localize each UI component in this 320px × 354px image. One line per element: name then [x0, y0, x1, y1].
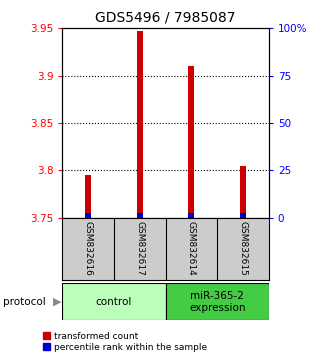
- Bar: [85, 213, 91, 218]
- Text: miR-365-2
expression: miR-365-2 expression: [189, 291, 245, 313]
- Bar: [188, 66, 195, 218]
- Bar: [240, 166, 246, 218]
- Text: GSM832615: GSM832615: [238, 221, 247, 276]
- Bar: [137, 213, 143, 218]
- Legend: transformed count, percentile rank within the sample: transformed count, percentile rank withi…: [43, 332, 207, 352]
- Bar: [188, 213, 195, 218]
- Text: control: control: [96, 297, 132, 307]
- Bar: [62, 283, 166, 320]
- Text: GSM832617: GSM832617: [135, 221, 144, 276]
- Text: GSM832614: GSM832614: [187, 221, 196, 276]
- Text: GSM832616: GSM832616: [84, 221, 93, 276]
- Bar: [85, 175, 91, 218]
- Text: ▶: ▶: [53, 297, 61, 307]
- Text: protocol: protocol: [3, 297, 46, 307]
- Bar: [137, 31, 143, 218]
- Title: GDS5496 / 7985087: GDS5496 / 7985087: [95, 10, 236, 24]
- Bar: [240, 213, 246, 218]
- Bar: [166, 283, 269, 320]
